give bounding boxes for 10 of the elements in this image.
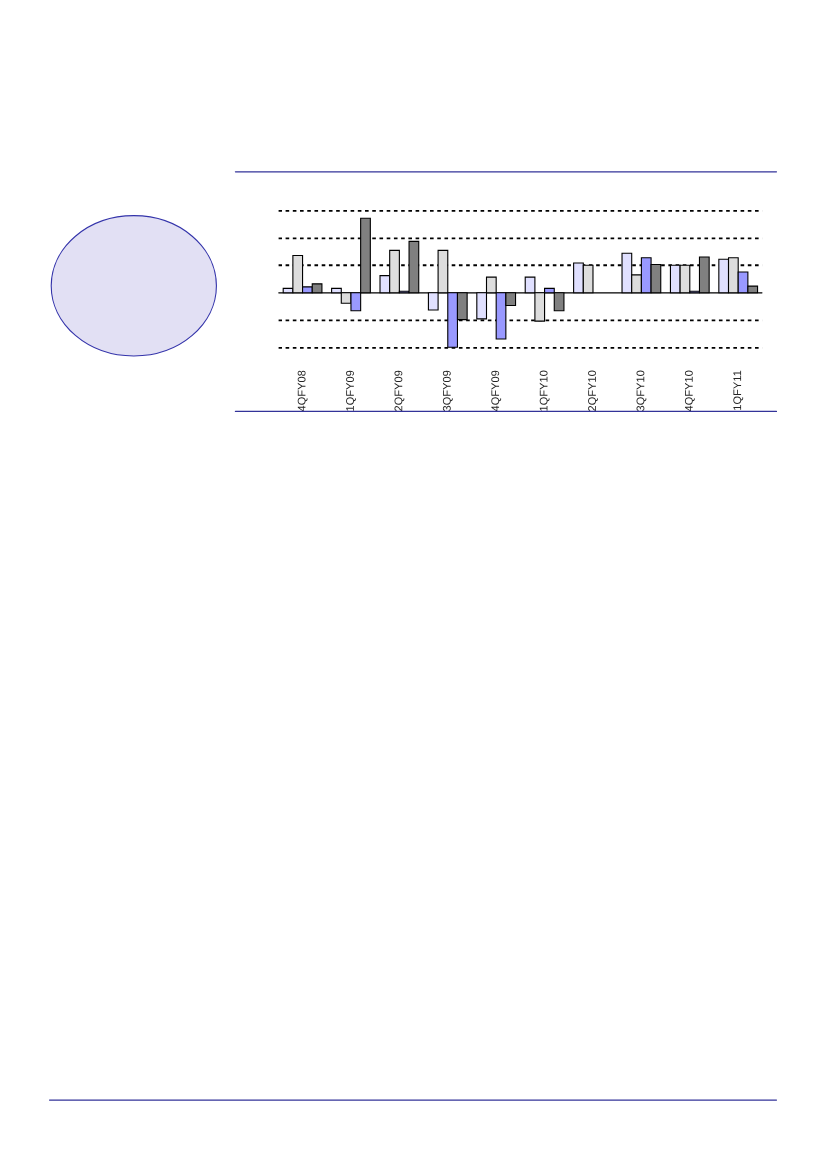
x-tick-label: 3QFY09 [442,370,453,412]
x-tick-label: 1QFY10 [539,370,550,411]
x-tick-label: 4QFY08 [297,370,308,412]
x-tick-label: 1QFY09 [346,370,356,411]
x-tick-label: 4QFY10 [684,370,695,412]
x-tick-label: 1QFY11 [733,370,744,410]
x-tick-label: 2QFY09 [394,370,405,411]
x-tick-label: 3QFY10 [636,370,647,412]
x-tick-label: 2QFY10 [588,370,598,411]
x-tick-label: 4QFY09 [491,370,502,412]
